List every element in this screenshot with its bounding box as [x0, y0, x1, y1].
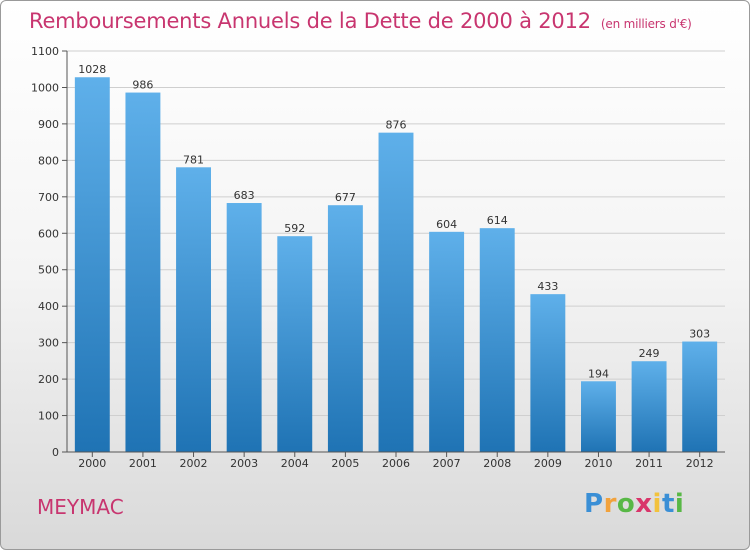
x-tick-label: 2003	[230, 457, 258, 470]
data-label: 303	[689, 328, 710, 341]
x-tick-label: 2009	[534, 457, 562, 470]
bar-2005	[327, 205, 363, 452]
x-axis: 2000 2001 2002 2003 2004 2005 2006 2007 2008 2009…	[67, 451, 725, 470]
data-label: 876	[386, 119, 407, 132]
bar-2010	[580, 381, 616, 452]
bar-2000	[74, 77, 110, 452]
y-tick-label: 900	[38, 118, 59, 131]
y-tick-label: 500	[38, 264, 59, 277]
data-label: 194	[588, 367, 609, 380]
y-tick-label: 1000	[31, 81, 59, 94]
x-tick-label: 2007	[433, 457, 461, 470]
bar-2008	[479, 228, 515, 452]
bar-2009	[530, 294, 566, 452]
x-tick-label: 2001	[129, 457, 157, 470]
bar-2006	[378, 132, 414, 452]
y-tick-label: 0	[52, 446, 59, 459]
bar-2012	[682, 341, 718, 452]
x-tick-label: 2010	[584, 457, 612, 470]
y-tick-label: 400	[38, 300, 59, 313]
y-tick-label: 600	[38, 227, 59, 240]
y-tick-label: 800	[38, 154, 59, 167]
data-label: 249	[639, 347, 660, 360]
bar-2002	[176, 167, 212, 453]
data-label: 614	[487, 214, 508, 227]
bar-2011	[631, 361, 667, 452]
logo-letter: i	[674, 489, 685, 519]
y-tick-label: 100	[38, 410, 59, 423]
bar-2004	[277, 236, 313, 452]
bar-2007	[429, 231, 465, 452]
logo-letter: P	[584, 489, 604, 519]
y-axis: 0 100 200 300 400 500 600 700 800 900 1000 1100	[31, 45, 68, 459]
x-tick-label: 2012	[686, 457, 714, 470]
proxiti-logo: Proxiti	[584, 489, 684, 519]
chart-title-text: Remboursements Annuels de la Dette de 20…	[29, 9, 591, 33]
logo-letter: r	[603, 489, 617, 519]
y-tick-label: 300	[38, 337, 59, 350]
data-label: 604	[436, 218, 457, 231]
data-label: 677	[335, 191, 356, 204]
chart-unit: (en milliers d'€)	[600, 17, 692, 31]
logo-letter: t	[661, 489, 675, 519]
logo-letter: x	[635, 489, 653, 519]
data-label: 1028	[78, 63, 106, 76]
y-tick-label: 1100	[31, 45, 59, 58]
y-tick-label: 700	[38, 191, 59, 204]
y-tick-label: 200	[38, 373, 59, 386]
data-label: 433	[537, 280, 558, 293]
logo-letter: i	[652, 489, 662, 519]
x-tick-label: 2000	[78, 457, 106, 470]
x-tick-label: 2008	[483, 457, 511, 470]
x-tick-label: 2011	[635, 457, 663, 470]
x-tick-label: 2002	[180, 457, 208, 470]
town-name: MEYMAC	[37, 495, 124, 519]
chart-title: Remboursements Annuels de la Dette de 20…	[29, 9, 692, 33]
bars: 1028 986 781 683 592 677 876 604 614 433 194 249 303	[74, 63, 718, 453]
bar-2003	[226, 203, 262, 452]
x-tick-label: 2005	[331, 457, 359, 470]
data-label: 683	[234, 189, 255, 202]
data-label: 592	[284, 222, 305, 235]
bar-2001	[125, 92, 161, 453]
logo-letter: o	[616, 489, 636, 519]
x-tick-label: 2004	[281, 457, 309, 470]
data-label: 781	[183, 153, 204, 166]
x-tick-label: 2006	[382, 457, 410, 470]
data-label: 986	[132, 79, 153, 92]
